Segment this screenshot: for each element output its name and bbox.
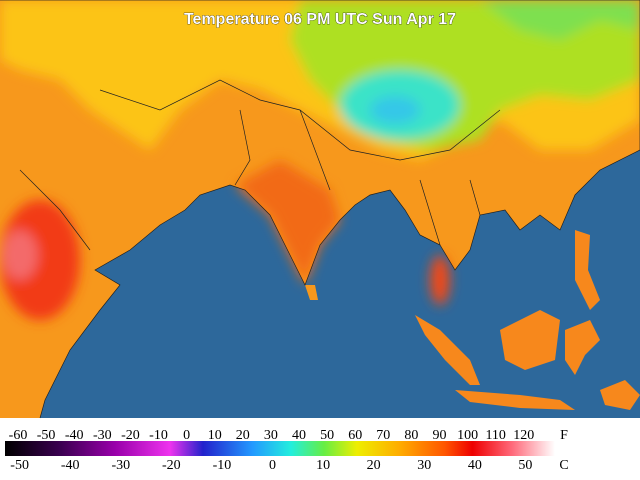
- celsius-label: 20: [367, 458, 381, 473]
- island: [565, 320, 600, 375]
- fahrenheit-label: 100: [457, 428, 478, 443]
- unit-label: C: [559, 458, 568, 473]
- map-title: Temperature 06 PM UTC Sun Apr 17: [184, 11, 456, 28]
- temperature-shading: [0, 0, 640, 320]
- fahrenheit-label: -50: [37, 428, 56, 443]
- fahrenheit-label: 120: [513, 428, 534, 443]
- celsius-label: -30: [111, 458, 130, 473]
- fahrenheit-label: 10: [208, 428, 222, 443]
- fahrenheit-label: -60: [9, 428, 28, 443]
- fahrenheit-label: 20: [236, 428, 250, 443]
- color-legend: F C -60 -50 -40 -30 -20 -10 0 10 20 30 40 50 60 70 80 9…: [5, 428, 569, 473]
- island: [415, 315, 480, 385]
- fahrenheit-label: 30: [264, 428, 278, 443]
- fahrenheit-label: -20: [121, 428, 140, 443]
- celsius-label: 10: [316, 458, 330, 473]
- color-scale: [5, 441, 555, 456]
- coastline: [0, 0, 640, 419]
- island: [500, 310, 560, 370]
- fahrenheit-label: 90: [433, 428, 447, 443]
- celsius-label: -40: [61, 458, 80, 473]
- fahrenheit-label: 80: [404, 428, 418, 443]
- fahrenheit-label: -10: [149, 428, 168, 443]
- celsius-label: 40: [468, 458, 482, 473]
- fahrenheit-label: 50: [320, 428, 334, 443]
- island: [600, 380, 640, 410]
- fahrenheit-label: 0: [183, 428, 190, 443]
- fahrenheit-label: 70: [376, 428, 390, 443]
- fahrenheit-label: -30: [93, 428, 112, 443]
- map: Temperature 06 PM UTC Sun Apr 17: [0, 0, 640, 419]
- island: [455, 390, 575, 410]
- border: [19, 79, 501, 251]
- fahrenheit-label: 60: [348, 428, 362, 443]
- celsius-label: 50: [518, 458, 532, 473]
- fahrenheit-label: 40: [292, 428, 306, 443]
- celsius-label: -10: [213, 458, 232, 473]
- celsius-label: 30: [417, 458, 431, 473]
- island: [575, 230, 600, 310]
- celsius-label: 0: [269, 458, 276, 473]
- celsius-label: -50: [10, 458, 29, 473]
- unit-label: F: [560, 428, 568, 443]
- fahrenheit-label: 110: [485, 428, 505, 443]
- celsius-label: -20: [162, 458, 181, 473]
- fahrenheit-label: -40: [65, 428, 84, 443]
